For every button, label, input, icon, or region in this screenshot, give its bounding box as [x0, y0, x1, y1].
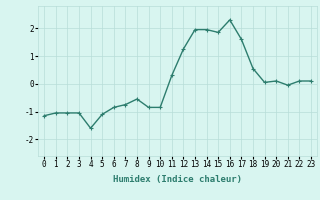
- X-axis label: Humidex (Indice chaleur): Humidex (Indice chaleur): [113, 175, 242, 184]
